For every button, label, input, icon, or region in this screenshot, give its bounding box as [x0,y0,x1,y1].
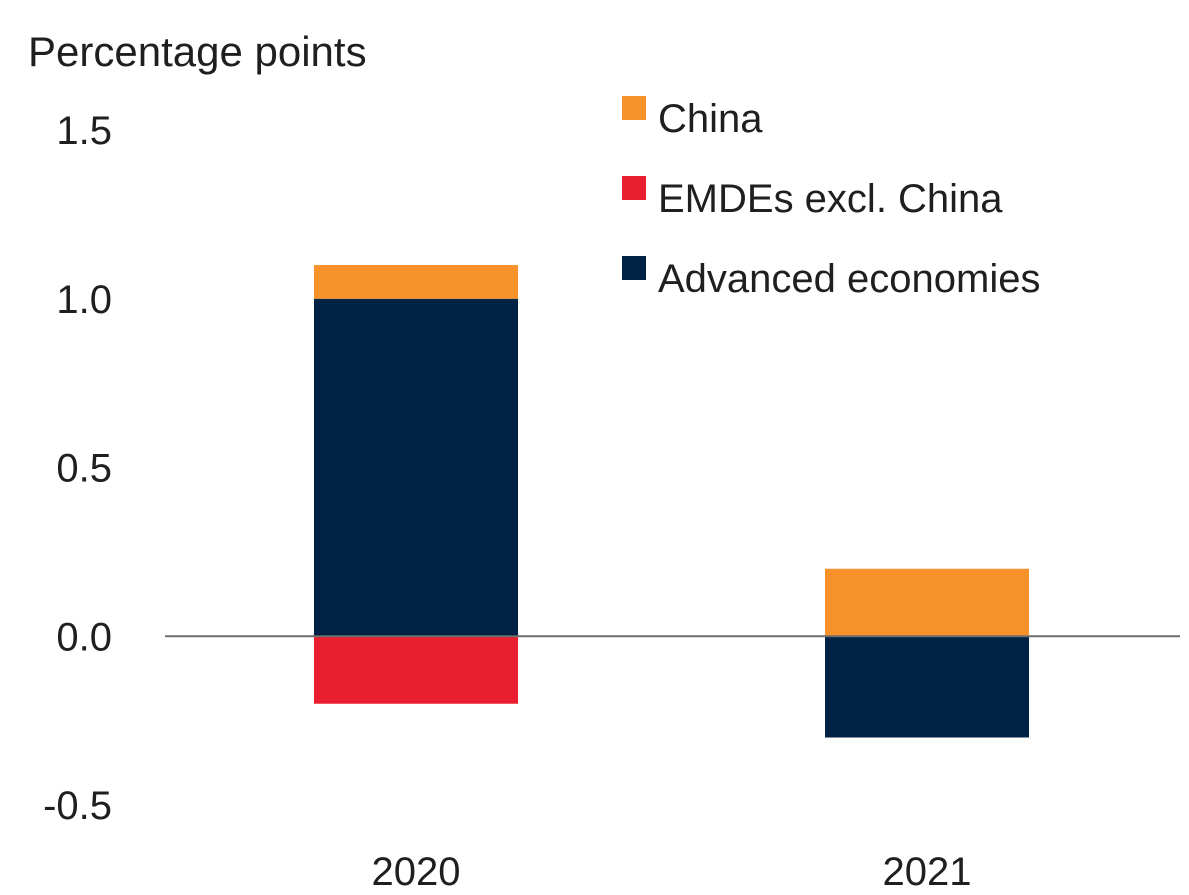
legend-label-china: China [658,97,763,141]
y-axis-ticks: 1.5 1.0 0.5 0.0 -0.5 [43,109,112,828]
bars-layer [314,265,1029,738]
bar-2020-emdes-excl-china [314,636,518,704]
y-tick-label: 1.5 [56,109,112,153]
legend-swatch-china [622,96,646,120]
bar-2020-advanced-economies [314,298,518,637]
bar-2021-advanced-economies [825,636,1029,738]
bar-2021-china [825,568,1029,637]
legend: China EMDEs excl. China Advanced economies [622,96,1040,301]
y-tick-label: 1.0 [56,278,112,322]
bar-2020-china [314,265,518,299]
y-axis-unit-label: Percentage points [28,28,367,75]
y-tick-label: 0.0 [56,615,112,659]
x-tick-label: 2020 [372,850,461,894]
legend-swatch-advanced-economies [622,256,646,280]
y-tick-label: -0.5 [43,784,112,828]
legend-label-emdes-excl-china: EMDEs excl. China [658,177,1003,221]
y-tick-label: 0.5 [56,447,112,491]
legend-label-advanced-economies: Advanced economies [658,257,1040,301]
legend-swatch-emdes-excl-china [622,176,646,200]
x-tick-label: 2021 [883,850,972,894]
x-axis-ticks: 2020 2021 [372,850,972,894]
